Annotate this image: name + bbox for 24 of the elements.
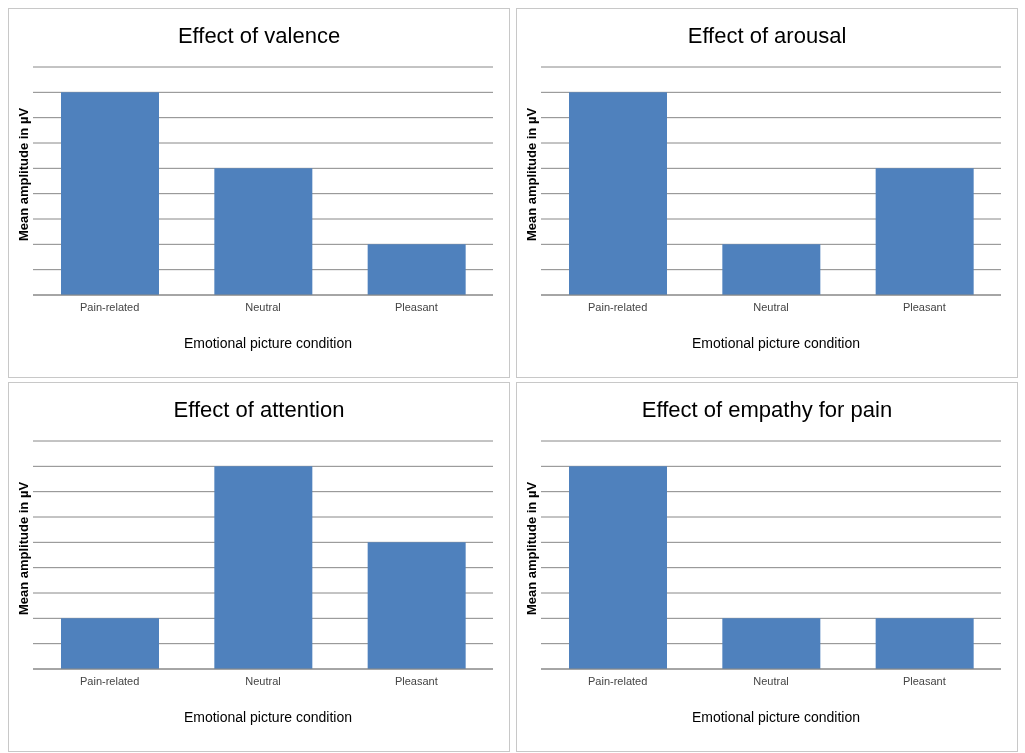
chart-title: Effect of empathy for pain — [640, 397, 894, 424]
x-tick-label: Neutral — [245, 300, 281, 313]
y-axis-title: Mean amplitude in µV — [524, 481, 540, 615]
x-tick-label: Pain-related — [588, 300, 648, 313]
x-tick-label: Neutral — [753, 300, 789, 313]
x-tick-label: Pain-related — [80, 300, 140, 313]
x-tick-label: Pleasant — [902, 674, 946, 687]
x-tick-label: Neutral — [245, 674, 281, 687]
y-axis-title: Mean amplitude in µV — [16, 481, 32, 615]
x-tick-label: Pain-related — [80, 674, 140, 687]
chart-title: Effect of valence — [176, 23, 342, 50]
x-tick-label: Pleasant — [394, 674, 438, 687]
x-axis-title: Emotional picture condition — [690, 709, 862, 725]
x-tick-label: Pleasant — [394, 300, 438, 313]
chart-title: Effect of attention — [172, 397, 346, 424]
x-tick-label: Pain-related — [588, 674, 648, 687]
x-axis-title: Emotional picture condition — [182, 709, 354, 725]
x-axis-title: Emotional picture condition — [182, 335, 354, 351]
chart-title: Effect of arousal — [686, 23, 848, 50]
x-tick-label: Neutral — [753, 674, 789, 687]
y-axis-title: Mean amplitude in µV — [16, 107, 32, 241]
y-axis-title: Mean amplitude in µV — [524, 107, 540, 241]
x-axis-title: Emotional picture condition — [690, 335, 862, 351]
x-tick-label: Pleasant — [902, 300, 946, 313]
